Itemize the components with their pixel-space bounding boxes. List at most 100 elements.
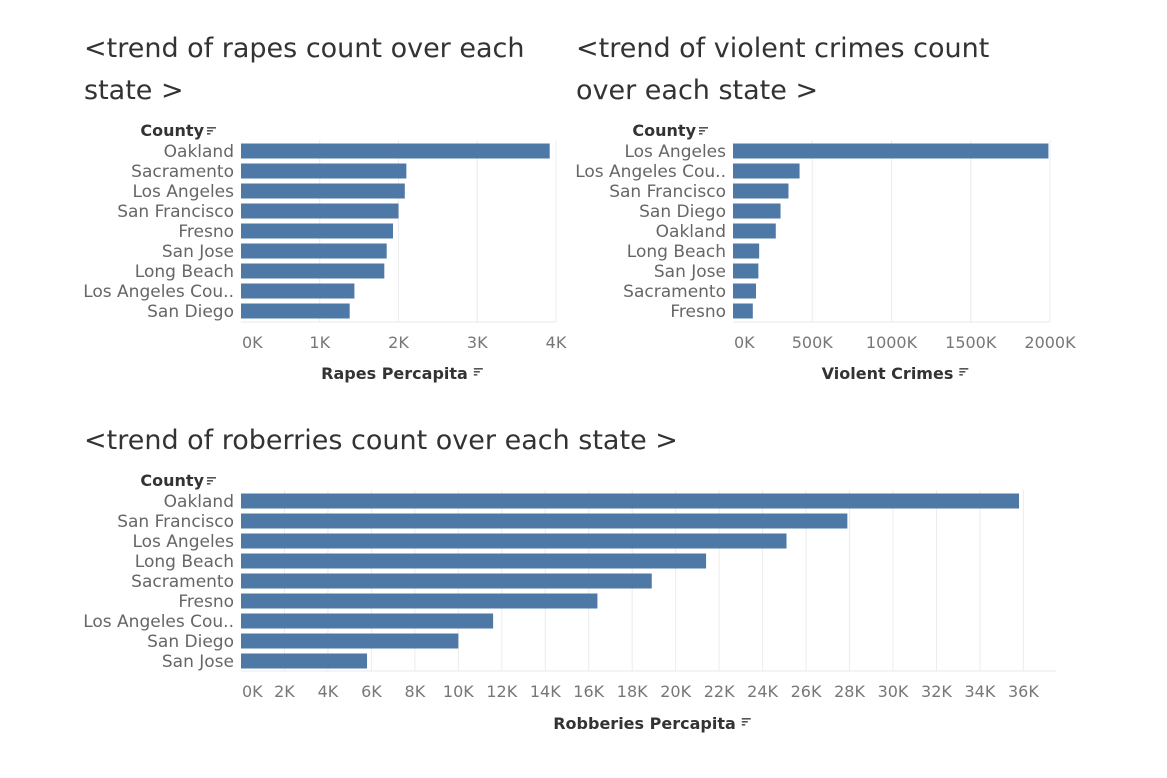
bar bbox=[733, 143, 1049, 159]
category-label: Sacramento bbox=[623, 282, 726, 302]
x-tick-label: 4K bbox=[318, 682, 339, 701]
x-tick-label: 4K bbox=[546, 333, 567, 352]
bar bbox=[241, 653, 368, 669]
category-label: San Diego bbox=[639, 202, 726, 222]
bar bbox=[241, 513, 848, 529]
bar bbox=[241, 553, 707, 569]
x-tick-label: 2K bbox=[274, 682, 295, 701]
bar bbox=[241, 633, 459, 649]
category-label: Oakland bbox=[656, 222, 726, 242]
sort-icon[interactable] bbox=[959, 368, 969, 376]
dimension-header: County bbox=[140, 471, 204, 490]
sort-icon[interactable] bbox=[741, 718, 751, 726]
x-axis-title: Rapes Percapita bbox=[321, 364, 468, 383]
x-tick-label: 28K bbox=[834, 682, 865, 701]
bar bbox=[241, 263, 385, 279]
x-tick-label: 0K bbox=[242, 682, 263, 701]
category-label: Los Angeles Cou.. bbox=[575, 162, 726, 182]
x-tick-label: 6K bbox=[361, 682, 382, 701]
bar bbox=[241, 593, 598, 609]
dimension-header: County bbox=[632, 121, 696, 140]
x-tick-label: 2K bbox=[388, 333, 409, 352]
category-label: Los Angeles bbox=[132, 532, 234, 552]
x-tick-label: 32K bbox=[921, 682, 952, 701]
category-label: Los Angeles bbox=[624, 142, 726, 162]
bar bbox=[241, 223, 393, 239]
x-tick-label: 26K bbox=[791, 682, 822, 701]
x-tick-label: 18K bbox=[617, 682, 648, 701]
bar bbox=[733, 163, 800, 179]
category-label: Sacramento bbox=[131, 572, 234, 592]
category-label: Oakland bbox=[164, 142, 234, 162]
x-tick-label: 1500K bbox=[945, 333, 997, 352]
x-tick-label: 30K bbox=[878, 682, 909, 701]
bar bbox=[733, 183, 789, 199]
sort-icon[interactable] bbox=[473, 368, 483, 376]
x-tick-label: 14K bbox=[530, 682, 561, 701]
category-label: Fresno bbox=[670, 302, 726, 322]
bar bbox=[733, 203, 781, 219]
bar bbox=[241, 493, 1020, 509]
category-label: Long Beach bbox=[135, 262, 234, 282]
dimension-header: County bbox=[140, 121, 204, 140]
bar bbox=[241, 573, 652, 589]
sort-icon[interactable] bbox=[207, 477, 216, 485]
category-label: San Francisco bbox=[117, 202, 234, 222]
bar bbox=[241, 183, 405, 199]
x-tick-label: 1000K bbox=[866, 333, 918, 352]
x-tick-label: 0K bbox=[734, 333, 755, 352]
x-tick-label: 500K bbox=[792, 333, 834, 352]
bar bbox=[733, 263, 759, 279]
bar bbox=[733, 303, 753, 319]
category-label: Fresno bbox=[178, 592, 234, 612]
chart-title-violent-crimes: <trend of violent crimes count over each… bbox=[576, 33, 990, 106]
x-tick-label: 0K bbox=[242, 333, 263, 352]
bar bbox=[733, 243, 760, 259]
chart-title-rapes: <trend of rapes count over each state > bbox=[84, 33, 525, 106]
x-tick-label: 22K bbox=[704, 682, 735, 701]
bar bbox=[241, 143, 550, 159]
bar bbox=[241, 533, 787, 549]
sort-icon[interactable] bbox=[699, 127, 708, 135]
bar bbox=[241, 243, 387, 259]
category-label: Sacramento bbox=[131, 162, 234, 182]
x-tick-label: 12K bbox=[486, 682, 517, 701]
x-tick-label: 10K bbox=[443, 682, 474, 701]
bar bbox=[733, 223, 776, 239]
category-label: San Francisco bbox=[117, 512, 234, 532]
category-label: Long Beach bbox=[135, 552, 234, 572]
bar bbox=[241, 283, 355, 299]
bar bbox=[733, 283, 756, 299]
category-label: Fresno bbox=[178, 222, 234, 242]
x-tick-label: 24K bbox=[747, 682, 778, 701]
x-tick-label: 20K bbox=[660, 682, 691, 701]
x-tick-label: 1K bbox=[309, 333, 330, 352]
category-label: Los Angeles bbox=[132, 182, 234, 202]
x-tick-label: 3K bbox=[467, 333, 488, 352]
bar bbox=[241, 203, 399, 219]
x-axis-title: Robberies Percapita bbox=[553, 714, 736, 733]
category-label: Los Angeles Cou.. bbox=[83, 282, 234, 302]
sort-icon[interactable] bbox=[207, 127, 216, 135]
category-label: San Diego bbox=[147, 632, 234, 652]
x-tick-label: 16K bbox=[573, 682, 604, 701]
category-label: San Francisco bbox=[609, 182, 726, 202]
x-tick-label: 36K bbox=[1008, 682, 1039, 701]
x-tick-label: 8K bbox=[405, 682, 426, 701]
category-label: San Diego bbox=[147, 302, 234, 322]
bar bbox=[241, 613, 494, 629]
bar bbox=[241, 163, 407, 179]
x-tick-label: 34K bbox=[965, 682, 996, 701]
bar bbox=[241, 303, 350, 319]
category-label: Oakland bbox=[164, 492, 234, 512]
category-label: Long Beach bbox=[627, 242, 726, 262]
x-axis-title: Violent Crimes bbox=[822, 364, 954, 383]
x-tick-label: 2000K bbox=[1024, 333, 1076, 352]
category-label: Los Angeles Cou.. bbox=[83, 612, 234, 632]
category-label: San Jose bbox=[654, 262, 726, 282]
category-label: San Jose bbox=[162, 652, 234, 672]
category-label: San Jose bbox=[162, 242, 234, 262]
